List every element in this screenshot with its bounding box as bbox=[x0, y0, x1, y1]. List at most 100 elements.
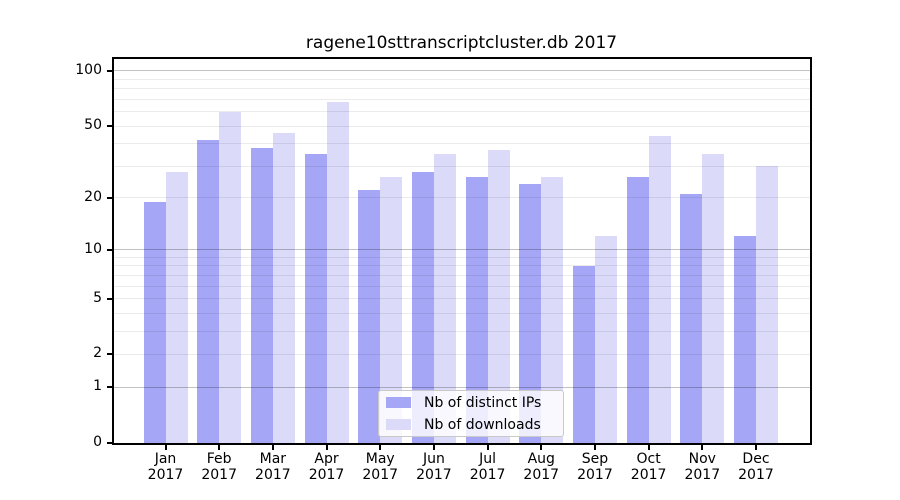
x-tick-dec bbox=[754, 445, 757, 450]
legend-item-distinct-ips: Nb of distinct IPs bbox=[386, 394, 563, 412]
y-gridline-minor-3 bbox=[114, 330, 810, 332]
x-tick-label-month-mar: Mar bbox=[259, 451, 287, 467]
y-gridline-major-100 bbox=[114, 70, 810, 72]
x-tick-jun bbox=[432, 445, 435, 450]
y-gridline-minor-80 bbox=[114, 88, 810, 90]
x-tick-feb bbox=[218, 445, 221, 450]
x-tick-label-may: May 2017 bbox=[348, 451, 412, 483]
x-tick-sep bbox=[593, 445, 596, 450]
bar-downloads-jan bbox=[165, 171, 188, 443]
legend-swatch-distinct-ips bbox=[386, 397, 411, 408]
x-tick-label-oct: Oct 2017 bbox=[617, 451, 681, 483]
y-tick-100 bbox=[107, 69, 114, 72]
x-tick-label-year-aug: 2017 bbox=[523, 466, 560, 483]
x-tick-label-year-may: 2017 bbox=[362, 466, 399, 483]
x-tick-label-year-apr: 2017 bbox=[308, 466, 345, 483]
bar-downloads-aug bbox=[541, 177, 564, 443]
x-tick-jan bbox=[164, 445, 167, 450]
y-gridline-minor-40 bbox=[114, 143, 810, 145]
x-tick-label-year-nov: 2017 bbox=[684, 466, 721, 483]
legend-label-downloads: Nb of downloads bbox=[424, 416, 541, 433]
bar-distinct-ips-jan bbox=[143, 201, 166, 443]
bar-downloads-apr bbox=[326, 101, 349, 443]
legend-item-downloads: Nb of downloads bbox=[386, 416, 563, 434]
x-tick-label-month-oct: Oct bbox=[636, 451, 661, 467]
y-gridline-major-1 bbox=[114, 386, 810, 388]
legend-swatch-downloads bbox=[386, 419, 411, 430]
x-tick-nov bbox=[701, 445, 704, 450]
y-tick-label-0: 0 bbox=[93, 434, 102, 450]
x-tick-label-year-feb: 2017 bbox=[201, 466, 237, 483]
y-gridline-minor-2 bbox=[114, 353, 810, 355]
bar-downloads-feb bbox=[219, 111, 242, 443]
x-tick-jul bbox=[486, 445, 489, 450]
legend: Nb of distinct IPs Nb of downloads bbox=[378, 390, 564, 437]
y-gridline-minor-7 bbox=[114, 274, 810, 276]
y-gridline-minor-50 bbox=[114, 125, 810, 127]
x-tick-label-month-aug: Aug bbox=[527, 451, 555, 467]
y-tick-10 bbox=[107, 248, 114, 251]
legend-label-distinct-ips: Nb of distinct IPs bbox=[424, 394, 542, 411]
x-tick-label-dec: Dec 2017 bbox=[724, 451, 788, 483]
y-tick-20 bbox=[107, 196, 114, 199]
y-tick-2 bbox=[107, 353, 114, 356]
bar-distinct-ips-feb bbox=[197, 139, 220, 443]
y-gridline-minor-5 bbox=[114, 298, 810, 300]
x-tick-aug bbox=[540, 445, 543, 450]
bar-distinct-ips-jul bbox=[465, 177, 488, 443]
x-tick-label-jul: Jul 2017 bbox=[456, 451, 520, 483]
bar-distinct-ips-mar bbox=[250, 147, 273, 443]
y-gridline-minor-30 bbox=[114, 165, 810, 167]
bar-downloads-oct bbox=[648, 136, 671, 443]
y-gridline-minor-20 bbox=[114, 197, 810, 199]
bar-downloads-may bbox=[380, 177, 403, 443]
chart-title: ragene10sttranscriptcluster.db 2017 bbox=[305, 33, 618, 53]
x-tick-label-mar: Mar 2017 bbox=[241, 451, 305, 483]
bar-distinct-ips-sep bbox=[572, 265, 595, 443]
x-tick-label-apr: Apr 2017 bbox=[295, 451, 359, 483]
x-tick-label-month-sep: Sep bbox=[581, 451, 609, 467]
x-tick-label-month-may: May bbox=[365, 451, 395, 467]
x-tick-label-month-feb: Feb bbox=[206, 451, 232, 467]
x-tick-label-month-apr: Apr bbox=[314, 451, 339, 467]
y-gridline-minor-9 bbox=[114, 256, 810, 258]
bar-distinct-ips-aug bbox=[519, 183, 542, 443]
x-tick-label-feb: Feb 2017 bbox=[187, 451, 251, 483]
bar-downloads-sep bbox=[594, 236, 617, 443]
x-tick-apr bbox=[325, 445, 328, 450]
x-tick-mar bbox=[271, 445, 274, 450]
y-gridline-major-10 bbox=[114, 249, 810, 251]
y-tick-label-1: 1 bbox=[93, 378, 102, 395]
bar-downloads-jun bbox=[433, 154, 456, 443]
x-tick-label-month-dec: Dec bbox=[742, 451, 770, 467]
x-tick-label-month-nov: Nov bbox=[688, 451, 716, 467]
bar-distinct-ips-jun bbox=[411, 171, 434, 443]
y-tick-label-50: 50 bbox=[84, 117, 102, 134]
x-tick-label-month-jul: Jul bbox=[479, 451, 497, 467]
x-tick-label-nov: Nov 2017 bbox=[670, 451, 734, 483]
y-gridline-minor-90 bbox=[114, 78, 810, 80]
y-tick-50 bbox=[107, 125, 114, 128]
bar-distinct-ips-dec bbox=[733, 236, 756, 443]
y-gridline-minor-60 bbox=[114, 111, 810, 113]
y-gridline-minor-6 bbox=[114, 285, 810, 287]
x-tick-label-year-sep: 2017 bbox=[577, 466, 613, 483]
y-tick-label-10: 10 bbox=[84, 240, 102, 257]
y-tick-5 bbox=[107, 297, 114, 300]
bar-distinct-ips-may bbox=[358, 190, 381, 443]
bar-downloads-mar bbox=[272, 132, 295, 443]
x-tick-label-year-mar: 2017 bbox=[255, 466, 291, 483]
x-tick-label-jan: Jan 2017 bbox=[134, 451, 198, 483]
y-gridline-minor-70 bbox=[114, 98, 810, 100]
x-tick-label-jun: Jun 2017 bbox=[402, 451, 466, 483]
x-tick-label-sep: Sep 2017 bbox=[563, 451, 627, 483]
bar-distinct-ips-nov bbox=[680, 193, 703, 443]
x-tick-label-year-dec: 2017 bbox=[738, 466, 774, 483]
x-tick-label-aug: Aug 2017 bbox=[509, 451, 573, 483]
x-tick-label-year-jul: 2017 bbox=[469, 466, 506, 483]
x-tick-may bbox=[379, 445, 382, 450]
y-tick-label-100: 100 bbox=[75, 61, 102, 78]
bar-downloads-dec bbox=[755, 166, 778, 443]
